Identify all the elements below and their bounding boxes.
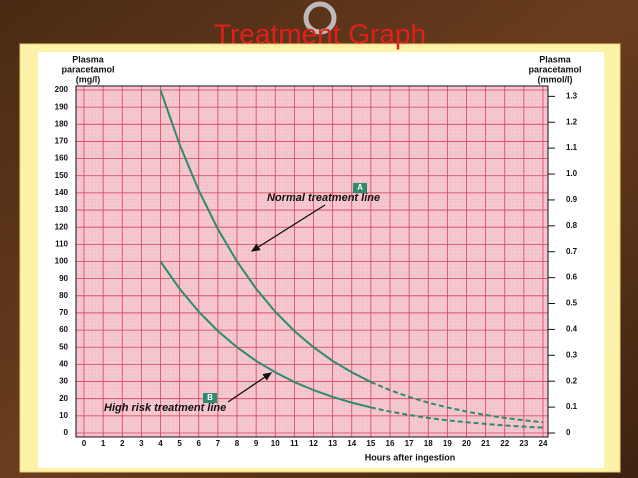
y2-tick-label: 1.3 (566, 91, 578, 100)
y-tick-label: 30 (59, 377, 68, 386)
x-tick-label: 11 (290, 439, 299, 448)
series-line (370, 406, 544, 429)
y-tick-label: 140 (55, 188, 69, 197)
x-axis-label: Hours after ingestion (365, 452, 456, 462)
x-tick-label: 7 (216, 439, 221, 448)
x-tick-label: 16 (386, 439, 395, 448)
x-tick-label: 24 (539, 439, 548, 448)
x-tick-label: 3 (139, 439, 144, 448)
y-tick-label: 0 (64, 428, 69, 437)
x-tick-label: 2 (120, 439, 125, 448)
series-label: High risk treatment line (104, 402, 226, 414)
x-tick-label: 14 (347, 439, 356, 448)
y2-tick-label: 0.1 (566, 402, 578, 411)
pin (303, 1, 337, 35)
x-tick-label: 12 (309, 439, 318, 448)
annotation: A (357, 183, 363, 192)
plot-frame (75, 85, 549, 438)
y2-tick-label: 0.9 (566, 195, 578, 204)
y2-tick-label: 0.8 (566, 221, 578, 230)
y2-tick-label: 0.3 (566, 350, 578, 359)
y-axis-label: Plasma (72, 54, 105, 64)
x-tick-label: 20 (462, 439, 471, 448)
y-tick-label: 170 (55, 137, 69, 146)
x-tick-label: 13 (328, 439, 337, 448)
y-tick-label: 60 (59, 325, 68, 334)
y2-tick-label: 0.5 (566, 299, 578, 308)
x-tick-label: 9 (254, 439, 259, 448)
y2-axis-label: Plasma (539, 54, 572, 64)
y2-axis-label: paracetamol (528, 64, 581, 74)
y2-axis-label: (mmol/l) (538, 74, 573, 84)
y-tick-label: 190 (55, 102, 69, 111)
y-tick-label: 130 (55, 205, 69, 214)
y2-tick-label: 0.7 (566, 247, 578, 256)
y2-tick-label: 0 (566, 428, 571, 437)
y-tick-label: 180 (55, 119, 69, 128)
x-tick-label: 1 (101, 439, 106, 448)
y2-tick-label: 1.0 (566, 169, 578, 178)
x-tick-label: 8 (235, 439, 240, 448)
x-tick-label: 0 (82, 439, 87, 448)
y-tick-label: 120 (55, 222, 69, 231)
y-tick-label: 20 (59, 394, 68, 403)
annotation-box (203, 393, 217, 403)
x-tick-label: 5 (177, 439, 182, 448)
y-tick-label: 50 (59, 342, 68, 351)
series-label: Normal treatment line (267, 192, 380, 204)
x-tick-label: 4 (158, 439, 163, 448)
series-line (370, 381, 544, 424)
series-line (159, 89, 372, 383)
x-tick-label: 19 (443, 439, 452, 448)
arrow (227, 372, 273, 403)
x-tick-label: 6 (197, 439, 202, 448)
x-tick-label: 17 (405, 439, 414, 448)
x-tick-label: 22 (500, 439, 509, 448)
y2-tick-label: 0.4 (566, 325, 578, 334)
y2-tick-label: 0.6 (566, 273, 578, 282)
y-tick-label: 80 (59, 291, 68, 300)
y-tick-label: 110 (55, 239, 68, 248)
y-axis-label: (mg/l) (76, 74, 101, 84)
x-tick-label: 18 (424, 439, 433, 448)
y-tick-label: 160 (55, 154, 69, 163)
y-tick-label: 100 (55, 257, 69, 266)
y2-tick-label: 1.2 (566, 117, 578, 126)
y-tick-label: 40 (59, 360, 68, 369)
arrow (250, 204, 326, 252)
x-tick-label: 15 (366, 439, 375, 448)
x-tick-label: 10 (271, 439, 280, 448)
slide-title: Treatment Graph (214, 18, 426, 49)
y-tick-label: 10 (59, 411, 68, 420)
y-tick-label: 70 (59, 308, 68, 317)
annotation: B (207, 393, 213, 402)
y-tick-label: 150 (55, 171, 69, 180)
series-line (159, 260, 372, 409)
y2-tick-label: 1.1 (566, 143, 578, 152)
y-axis-label: paracetamol (61, 64, 114, 74)
y2-tick-label: 0.2 (566, 376, 578, 385)
annotation-box (353, 183, 367, 193)
y-tick-label: 200 (55, 85, 69, 94)
y-tick-label: 90 (59, 274, 68, 283)
x-tick-label: 23 (519, 439, 528, 448)
x-tick-label: 21 (481, 439, 490, 448)
